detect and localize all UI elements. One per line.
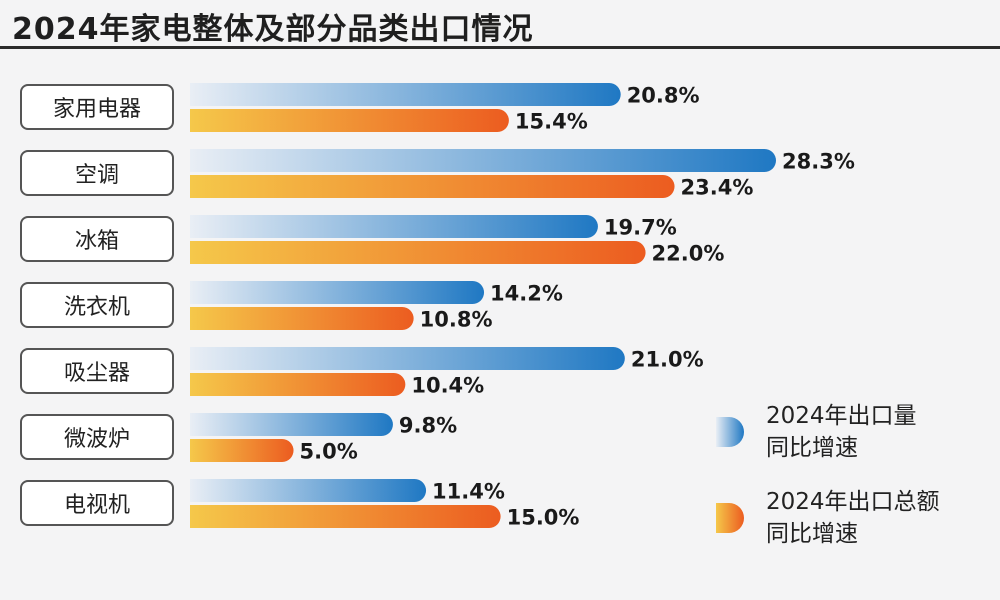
title-divider	[0, 46, 1000, 49]
category-label: 电视机	[20, 480, 174, 526]
data-label: 22.0%	[652, 242, 725, 266]
data-label: 28.3%	[782, 150, 855, 174]
bar-export-value	[190, 505, 501, 528]
data-label: 20.8%	[627, 84, 700, 108]
chart-title: 2024年家电整体及部分品类出口情况	[12, 12, 534, 47]
category-label: 冰箱	[20, 216, 174, 262]
legend-item-volume: 2024年出口量 同比增速	[716, 400, 917, 464]
bar-export-volume	[190, 281, 485, 304]
legend-label: 同比增速	[766, 435, 858, 461]
data-label: 15.4%	[515, 110, 588, 134]
data-label: 11.4%	[432, 480, 505, 504]
category-label: 空调	[20, 150, 174, 196]
bar-export-value	[190, 175, 675, 198]
category-label: 家用电器	[20, 84, 174, 130]
data-label: 5.0%	[300, 440, 358, 464]
legend-swatch-value	[716, 503, 744, 533]
legend-item-value: 2024年出口总额 同比增速	[716, 486, 940, 550]
category-label: 微波炉	[20, 414, 174, 460]
bar-export-value	[190, 439, 294, 462]
bar-export-volume	[190, 149, 777, 172]
bar-export-volume	[190, 215, 598, 238]
data-label: 10.8%	[420, 308, 493, 332]
bar-export-value	[190, 373, 406, 396]
data-label: 23.4%	[681, 176, 754, 200]
legend-swatch-volume	[716, 417, 744, 447]
bar-export-volume	[190, 347, 625, 370]
data-label: 9.8%	[399, 414, 457, 438]
category-label: 洗衣机	[20, 282, 174, 328]
bar-export-volume	[190, 413, 393, 436]
category-label: 吸尘器	[20, 348, 174, 394]
bar-export-volume	[190, 83, 621, 106]
data-label: 10.4%	[411, 374, 484, 398]
legend-label: 2024年出口量	[766, 403, 917, 429]
data-label: 21.0%	[631, 348, 704, 372]
data-label: 15.0%	[507, 506, 580, 530]
legend-label: 同比增速	[766, 521, 858, 547]
bar-export-value	[190, 109, 509, 132]
data-label: 19.7%	[604, 216, 677, 240]
bar-export-value	[190, 307, 414, 330]
bar-export-value	[190, 241, 646, 264]
data-label: 14.2%	[490, 282, 563, 306]
bar-export-volume	[190, 479, 427, 502]
legend-label: 2024年出口总额	[766, 489, 940, 515]
